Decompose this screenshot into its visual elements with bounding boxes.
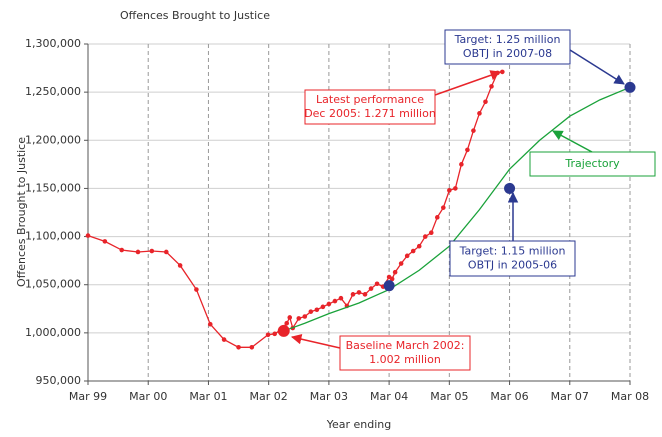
data-point [314,307,320,313]
annotation-text: OBTJ in 2005-06 [468,259,557,272]
y-tick-label: 950,000 [36,374,82,387]
x-tick-label: Mar 05 [430,390,468,403]
annotation-arrow [290,333,341,349]
data-point [428,230,434,236]
data-point [302,314,308,319]
data-point [326,301,332,307]
data-point [308,309,314,314]
x-tick-label: Mar 07 [551,390,589,403]
x-tick-label: Mar 99 [69,390,107,403]
data-point [296,316,302,321]
data-point [392,269,398,275]
series-line [283,86,631,332]
data-point [194,287,199,292]
data-point [221,337,227,342]
data-point [404,253,410,259]
data-point [434,215,440,220]
data-point [356,290,362,295]
data-point [135,249,141,255]
data-point [500,69,505,75]
data-point [85,233,91,238]
x-tick-label: Mar 00 [129,390,167,403]
baseline-point [277,324,290,337]
series-line [87,71,503,348]
data-point [465,147,470,153]
data-point [332,298,338,304]
data-point [441,205,446,210]
annotation-text: Dec 2005: 1.271 million [304,107,436,120]
data-point [362,292,368,297]
data-point [410,248,416,254]
data-point [284,320,290,326]
annotation-box [449,240,576,277]
data-point [272,331,277,337]
y-tick-label: 1,250,000 [25,85,81,98]
data-point [249,345,255,350]
chart-title: Offences Brought to Justice [120,9,270,22]
y-tick-label: 1,150,000 [25,181,81,194]
data-point [447,188,452,193]
data-point [207,321,213,327]
data-point [483,99,488,105]
data-point [453,186,458,191]
annotation-arrow [434,70,501,96]
data-point [477,111,482,116]
data-point [398,261,404,266]
x-axis-label: Year ending [326,418,392,431]
data-point [119,247,125,253]
y-tick-label: 1,050,000 [25,278,81,291]
data-point [149,248,155,254]
data-point [102,239,108,244]
data-point [389,276,395,282]
x-tick-label: Mar 03 [310,390,348,403]
data-point [504,182,516,194]
data-point [416,243,422,249]
y-tick-label: 1,100,000 [25,230,81,243]
x-tick-label: Mar 06 [490,390,528,403]
y-tick-label: 1,200,000 [25,133,81,146]
data-point [320,304,326,310]
data-point [624,81,636,93]
data-point [338,295,344,301]
data-point [350,292,356,297]
x-tick-label: Mar 02 [250,390,288,403]
annotation-box [304,89,436,125]
annotation-text: 1.002 million [369,353,441,366]
data-point [163,249,169,255]
x-tick-label: Mar 01 [189,390,227,403]
x-tick-label: Mar 04 [370,390,408,403]
data-point [177,263,183,268]
data-point [368,286,374,291]
data-point [422,234,428,239]
annotation-text: Target: 1.25 million [454,33,561,46]
annotation-box [339,335,471,371]
y-tick-label: 1,000,000 [25,326,81,339]
data-point [383,280,395,292]
data-point [374,281,380,287]
y-tick-label: 1,300,000 [25,37,81,50]
annotation-arrow [569,49,625,85]
data-point [489,84,494,89]
annotation-text: Target: 1.15 million [459,245,566,258]
x-tick-label: Mar 08 [611,390,649,403]
data-point [287,315,293,320]
data-point [265,332,271,338]
data-point [236,345,241,350]
data-point [459,162,464,167]
annotation-arrow [552,130,593,153]
annotation-box [444,29,571,65]
annotation-box [529,151,656,177]
data-point [471,128,476,133]
annotation-text: Latest performance [316,93,424,106]
annotation-text: OBTJ in 2007-08 [463,47,552,60]
annotation-text: Baseline March 2002: [346,339,465,352]
annotation-text: Trajectory [564,157,620,170]
y-axis-label: Offences Brought to Justice [15,137,28,287]
